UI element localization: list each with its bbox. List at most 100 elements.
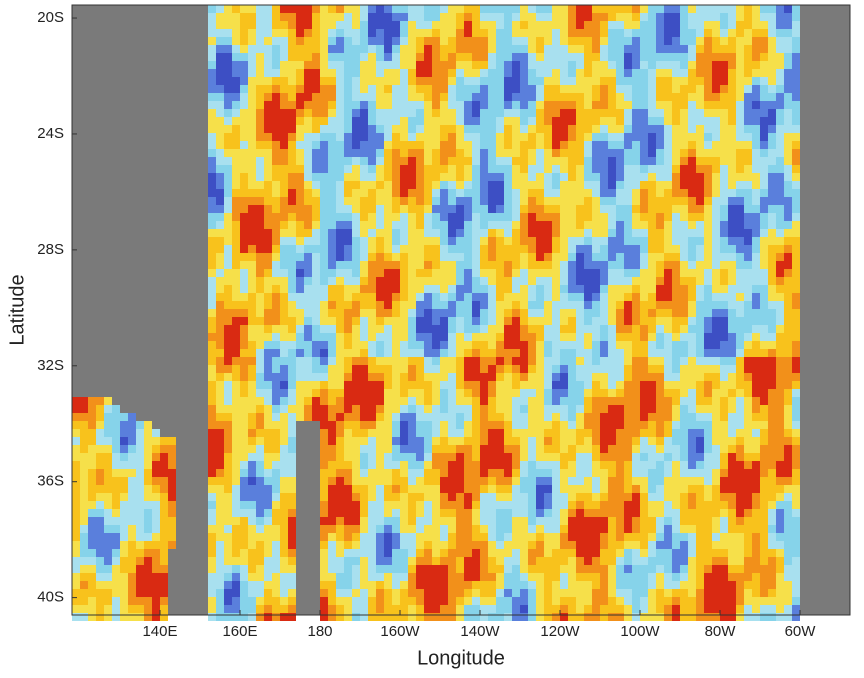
field-cell (568, 493, 576, 501)
field-cell (552, 157, 560, 165)
field-cell (648, 197, 656, 205)
field-cell (792, 517, 800, 525)
field-cell (288, 149, 296, 157)
field-cell (432, 405, 440, 413)
field-cell (512, 317, 520, 325)
field-cell (80, 501, 88, 509)
field-cell (552, 301, 560, 309)
field-cell (280, 365, 288, 373)
field-cell (368, 485, 376, 493)
field-cell (640, 141, 648, 149)
field-cell (712, 261, 720, 269)
field-cell (120, 469, 128, 477)
field-cell (144, 525, 152, 533)
field-cell (432, 13, 440, 21)
field-cell (472, 37, 480, 45)
field-cell (488, 421, 496, 429)
field-cell (608, 341, 616, 349)
field-cell (352, 325, 360, 333)
field-cell (744, 53, 752, 61)
field-cell (416, 109, 424, 117)
field-cell (640, 373, 648, 381)
field-cell (360, 445, 368, 453)
field-cell (600, 477, 608, 485)
field-cell (632, 421, 640, 429)
field-cell (408, 101, 416, 109)
field-cell (680, 77, 688, 85)
field-cell (680, 149, 688, 157)
field-cell (296, 101, 304, 109)
field-cell (728, 117, 736, 125)
field-cell (744, 421, 752, 429)
field-cell (632, 405, 640, 413)
field-cell (256, 253, 264, 261)
field-cell (232, 245, 240, 253)
field-cell (504, 189, 512, 197)
field-cell (432, 21, 440, 29)
field-cell (208, 357, 216, 365)
field-cell (368, 365, 376, 373)
field-cell (664, 53, 672, 61)
field-cell (456, 357, 464, 365)
field-cell (392, 141, 400, 149)
field-cell (360, 349, 368, 357)
field-cell (464, 61, 472, 69)
field-cell (760, 493, 768, 501)
field-cell (648, 461, 656, 469)
field-cell (72, 517, 80, 525)
field-cell (344, 133, 352, 141)
field-cell (376, 117, 384, 125)
field-cell (696, 13, 704, 21)
field-cell (576, 445, 584, 453)
field-cell (400, 509, 408, 517)
field-cell (416, 453, 424, 461)
field-cell (544, 461, 552, 469)
field-cell (712, 157, 720, 165)
field-cell (544, 109, 552, 117)
field-cell (376, 85, 384, 93)
field-cell (224, 333, 232, 341)
field-cell (672, 509, 680, 517)
field-cell (720, 149, 728, 157)
field-cell (448, 181, 456, 189)
field-cell (784, 37, 792, 45)
field-cell (424, 261, 432, 269)
field-cell (312, 413, 320, 421)
field-cell (400, 285, 408, 293)
field-cell (312, 5, 320, 13)
field-cell (784, 357, 792, 365)
field-cell (616, 101, 624, 109)
field-cell (688, 357, 696, 365)
field-cell (376, 13, 384, 21)
field-cell (376, 53, 384, 61)
field-cell (600, 189, 608, 197)
field-cell (216, 509, 224, 517)
field-cell (456, 293, 464, 301)
field-cell (760, 93, 768, 101)
field-cell (472, 141, 480, 149)
field-cell (224, 285, 232, 293)
field-cell (528, 341, 536, 349)
field-cell (96, 501, 104, 509)
field-cell (456, 117, 464, 125)
field-cell (640, 245, 648, 253)
field-cell (760, 461, 768, 469)
field-cell (688, 437, 696, 445)
field-cell (560, 341, 568, 349)
field-cell (720, 357, 728, 365)
field-cell (712, 189, 720, 197)
field-cell (776, 317, 784, 325)
field-cell (304, 181, 312, 189)
field-cell (416, 445, 424, 453)
field-cell (240, 157, 248, 165)
field-cell (336, 285, 344, 293)
field-cell (424, 37, 432, 45)
field-cell (776, 37, 784, 45)
field-cell (288, 45, 296, 53)
field-cell (488, 21, 496, 29)
field-cell (488, 405, 496, 413)
field-cell (368, 349, 376, 357)
field-cell (528, 453, 536, 461)
field-cell (312, 285, 320, 293)
field-cell (256, 125, 264, 133)
